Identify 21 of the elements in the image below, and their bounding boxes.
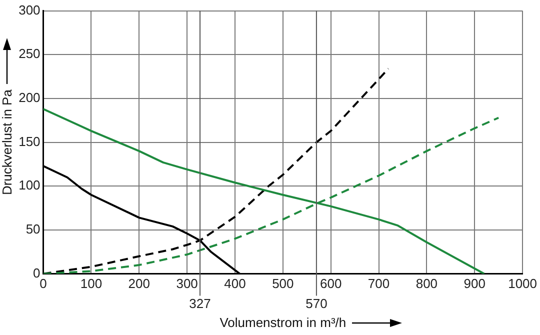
x-tick-label: 1000 xyxy=(508,276,537,292)
ref-line-label: 570 xyxy=(306,296,328,311)
y-tick-label: 150 xyxy=(18,134,40,149)
y-tick-label: 100 xyxy=(18,178,40,193)
x-tick-label: 300 xyxy=(176,276,198,292)
x-tick-label: 100 xyxy=(80,276,102,292)
x-tick-label: 800 xyxy=(416,276,438,292)
ref-line-label: 327 xyxy=(189,296,211,311)
x-axis-title: Volumenstrom in m³/h xyxy=(220,314,346,330)
y-tick-label: 0 xyxy=(33,265,40,280)
y-tick-label: 300 xyxy=(18,2,40,18)
x-tick-label: 700 xyxy=(368,276,390,292)
x-tick-label: 500 xyxy=(272,276,294,292)
y-tick-label: 250 xyxy=(18,46,40,62)
x-tick-label: 600 xyxy=(320,276,342,292)
y-tick-label: 50 xyxy=(26,222,40,237)
y-tick-label: 200 xyxy=(18,90,40,106)
y-axis-title: Druckverlust in Pa xyxy=(0,88,14,196)
x-tick-label: 900 xyxy=(464,276,486,292)
x-tick-label: 400 xyxy=(224,276,246,292)
x-tick-label: 200 xyxy=(128,276,150,292)
